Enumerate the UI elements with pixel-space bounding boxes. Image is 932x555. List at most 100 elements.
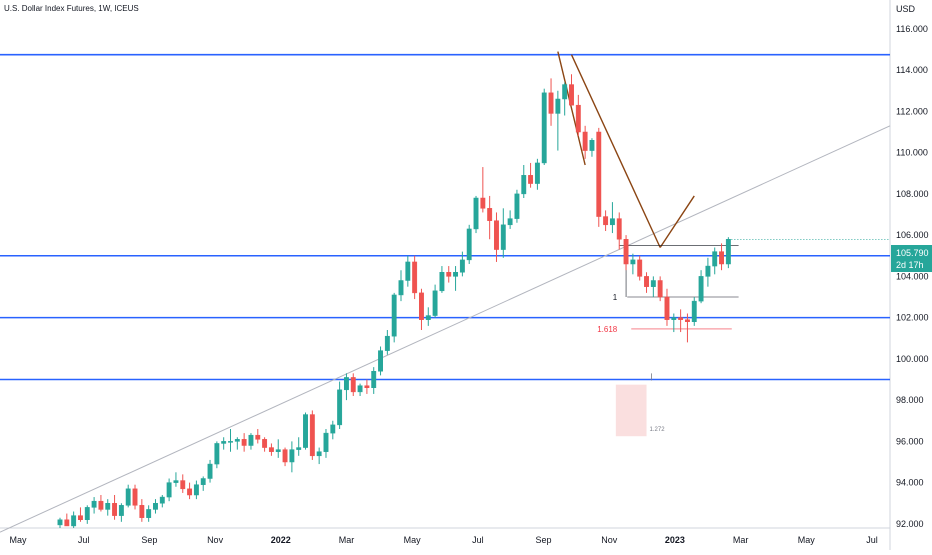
candle — [378, 346, 383, 376]
candle — [575, 94, 581, 137]
candle — [562, 82, 568, 116]
candle — [289, 441, 295, 473]
candle-body — [582, 131, 588, 151]
last-price-tag: 105.790 2d 17h — [891, 245, 932, 272]
candle-body — [541, 92, 547, 164]
candle-body — [200, 478, 206, 485]
candle — [548, 78, 554, 126]
x-tick-label: Sep — [536, 535, 552, 545]
candle — [91, 497, 97, 514]
candle — [541, 88, 547, 165]
candle-body — [173, 480, 179, 483]
candle — [146, 505, 152, 522]
candle — [337, 381, 343, 429]
candle — [309, 410, 315, 460]
candle — [173, 472, 179, 487]
candle-body — [494, 220, 499, 250]
candle-body — [289, 449, 295, 463]
candle — [207, 459, 213, 483]
candle — [528, 162, 534, 188]
y-tick-label: 106.000 — [896, 230, 929, 240]
candle-body — [71, 515, 77, 527]
y-tick-label: 112.000 — [896, 106, 928, 116]
x-tick-label: Mar — [339, 535, 355, 545]
candle-body — [446, 272, 452, 277]
candle-body — [187, 488, 193, 496]
y-tick-label: 92.000 — [896, 519, 924, 529]
candle — [132, 484, 138, 510]
candle — [153, 499, 158, 514]
candle-body — [57, 519, 63, 526]
candle-body — [221, 441, 227, 444]
candle-body — [316, 451, 322, 457]
pattern-line — [570, 54, 661, 248]
candle-body — [193, 484, 199, 496]
candle-body — [480, 197, 486, 209]
y-tick-label: 108.000 — [896, 189, 929, 199]
candle-body — [466, 228, 472, 261]
candle — [228, 429, 233, 452]
candle — [303, 412, 308, 450]
candle-body — [425, 315, 431, 320]
candle-body — [698, 276, 704, 302]
candle — [187, 482, 193, 500]
candle — [296, 437, 302, 456]
drawings: 1 1.618 1.272 — [0, 51, 891, 533]
y-tick-label: 116.000 — [896, 24, 928, 34]
candle — [494, 212, 499, 262]
last-price-value: 105.790 — [896, 248, 929, 258]
candle-body — [384, 335, 390, 351]
candle-body — [500, 224, 506, 250]
candle-body — [98, 500, 104, 510]
candle-body — [275, 449, 281, 452]
candle — [234, 437, 240, 450]
candle-body — [323, 432, 329, 452]
candle — [384, 330, 390, 355]
candle-body — [712, 251, 718, 267]
candle-body — [248, 434, 254, 446]
candle — [412, 255, 418, 300]
candle-body — [330, 424, 336, 434]
candle — [719, 243, 724, 271]
candle-body — [575, 104, 581, 133]
trend-line — [0, 125, 891, 533]
candle — [664, 288, 670, 326]
candle — [623, 235, 629, 271]
candle — [555, 90, 561, 151]
candle — [282, 447, 288, 467]
candles — [57, 74, 731, 528]
candle-body — [214, 443, 220, 465]
candle-body — [432, 290, 438, 316]
candle-body — [664, 296, 670, 320]
candle — [480, 167, 486, 213]
candle-body — [569, 84, 574, 106]
candle — [180, 474, 186, 493]
candle-body — [146, 509, 152, 518]
x-tick-label: 2022 — [271, 535, 291, 545]
candle-body — [459, 259, 465, 273]
candle — [200, 476, 206, 491]
price-axis: 92.000 94.000 96.000 98.000 100.000 102.000 10… — [896, 24, 929, 529]
candle-body — [657, 280, 663, 298]
x-tick-label: 2023 — [665, 535, 685, 545]
candle-body — [534, 162, 540, 184]
candle — [343, 373, 349, 401]
candle — [534, 158, 540, 190]
candle — [425, 307, 431, 326]
candle-body — [112, 503, 118, 516]
x-tick-label: May — [404, 535, 422, 545]
candle-body — [412, 261, 418, 294]
candle-body — [725, 239, 731, 265]
candle — [98, 495, 104, 512]
candle — [364, 379, 370, 394]
candle — [241, 433, 247, 452]
candle — [678, 309, 684, 333]
y-tick-label: 110.000 — [896, 148, 928, 158]
candle — [57, 517, 63, 528]
extension-box — [615, 384, 647, 437]
candle-body — [139, 505, 145, 518]
candle — [582, 125, 588, 159]
candle — [637, 255, 643, 281]
